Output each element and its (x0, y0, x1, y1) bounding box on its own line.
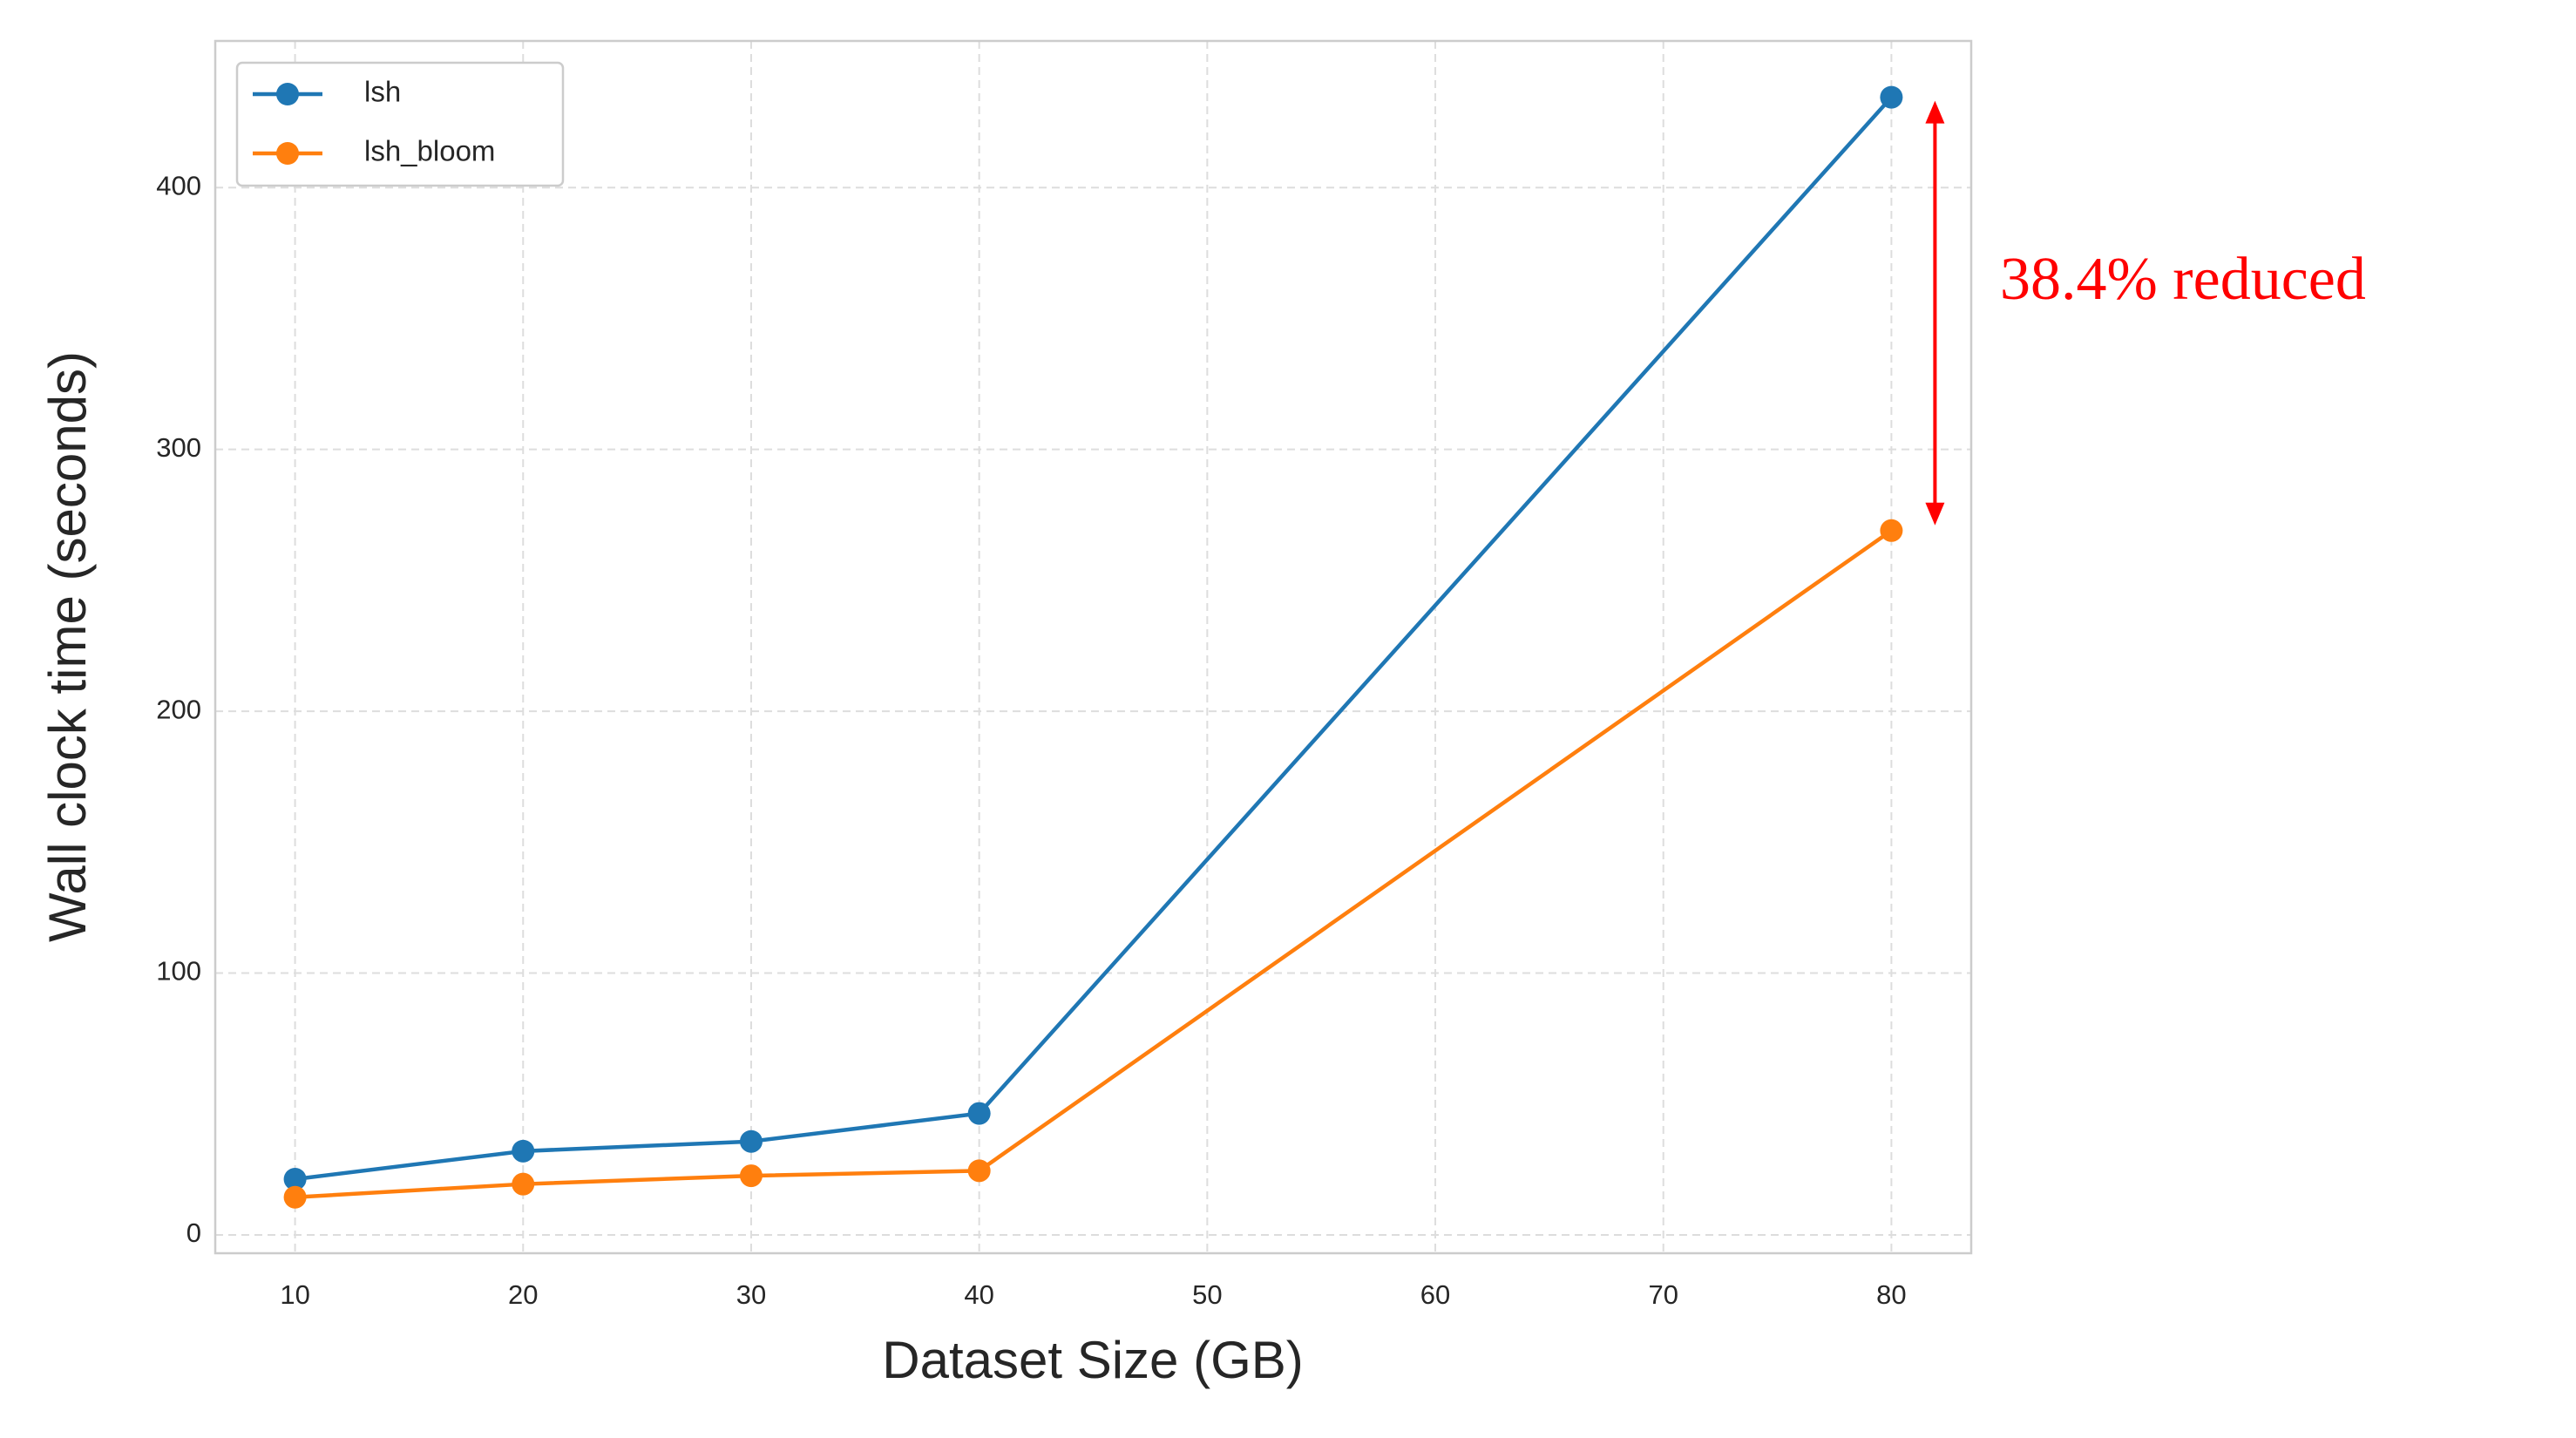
y-tick-label: 400 (156, 170, 201, 200)
data-point (1880, 85, 1903, 109)
data-point (283, 1167, 307, 1190)
legend: lsh lsh_bloom (235, 61, 565, 187)
plot-area (214, 39, 1973, 1255)
y-tick-label: 300 (156, 432, 201, 463)
data-point (967, 1102, 991, 1125)
data-point (739, 1164, 763, 1188)
series-line (295, 96, 1894, 1182)
x-tick-label: 40 (964, 1279, 993, 1310)
data-point (739, 1129, 763, 1153)
x-tick-label: 20 (508, 1279, 538, 1310)
data-point (512, 1139, 535, 1163)
legend-label: lsh_bloom (364, 135, 495, 167)
y-tick-label: 0 (186, 1218, 201, 1248)
x-tick-label: 80 (1876, 1279, 1906, 1310)
x-tick-label: 50 (1192, 1279, 1222, 1310)
x-tick-label: 30 (736, 1279, 766, 1310)
y-tick-label: 200 (156, 694, 201, 724)
data-point (967, 1159, 991, 1183)
legend-marker (276, 142, 299, 165)
data-point (283, 1185, 307, 1209)
arrow-head (1925, 100, 1945, 124)
x-axis-label: Dataset Size (GB) (882, 1331, 1304, 1389)
arrow-head (1925, 502, 1945, 526)
legend-marker (276, 83, 299, 105)
y-axis-label: Wall clock time (seconds) (38, 351, 97, 942)
annotation: 38.4% reduced (2000, 246, 2366, 313)
legend-label: lsh (364, 76, 401, 108)
data-point (512, 1172, 535, 1196)
data-point (1880, 519, 1903, 542)
y-tick-label: 100 (156, 956, 201, 987)
series-line (295, 528, 1893, 1199)
x-tick-label: 10 (280, 1279, 309, 1310)
x-tick-label: 60 (1420, 1279, 1450, 1310)
x-tick-label: 70 (1648, 1279, 1678, 1310)
